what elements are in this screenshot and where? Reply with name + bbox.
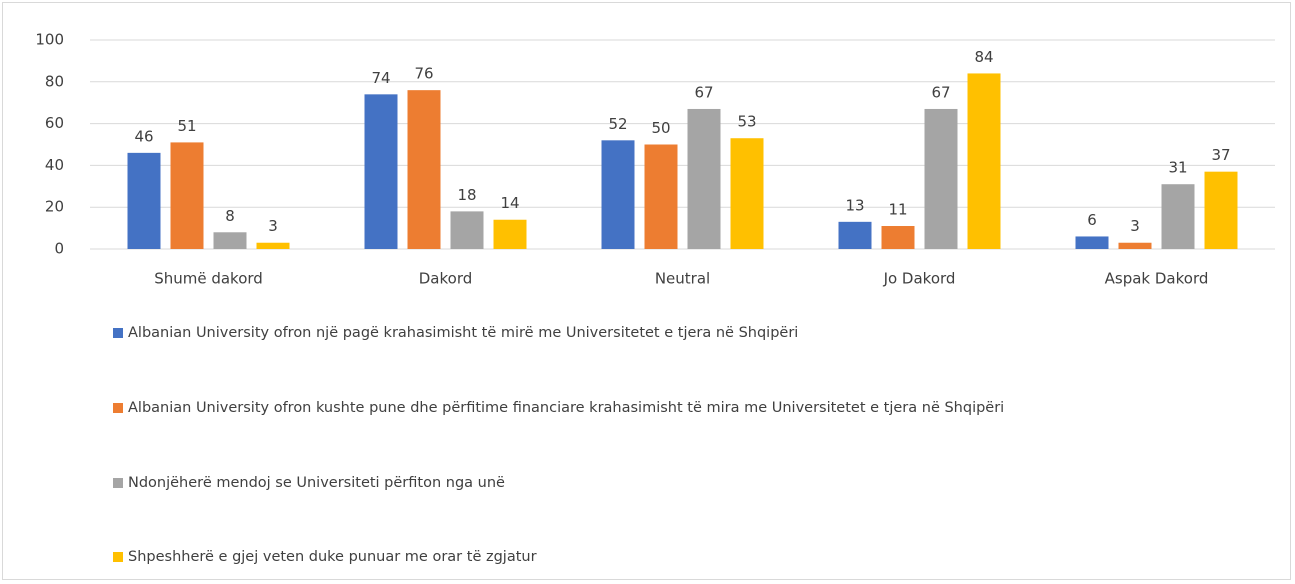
data-label: 67 [694, 83, 713, 101]
bar [256, 242, 290, 249]
legend-item: Ndonjëherë mendoj se Universiteti përfit… [113, 469, 1223, 497]
legend-label: Albanian University ofron kushte pune dh… [128, 400, 1005, 416]
data-label: 18 [457, 186, 476, 204]
data-label: 6 [1087, 211, 1097, 229]
y-tick-label: 20 [45, 198, 64, 216]
bar [493, 219, 527, 249]
bar [967, 73, 1001, 249]
y-tick-label: 60 [45, 114, 64, 132]
data-label: 13 [845, 196, 864, 214]
x-tick-label: Aspak Dakord [1105, 270, 1209, 288]
legend-swatch [113, 478, 123, 488]
data-label: 76 [414, 65, 433, 83]
legend-label: Shpeshherë e gjej veten duke punuar me o… [128, 549, 537, 565]
bar [1161, 184, 1195, 249]
data-label: 74 [371, 69, 390, 87]
bar [1204, 171, 1238, 249]
legend-label: Albanian University ofron një pagë kraha… [128, 325, 799, 341]
bar [644, 144, 678, 249]
bar [127, 152, 161, 249]
data-label: 51 [177, 117, 196, 135]
bar [213, 232, 247, 249]
data-label: 84 [974, 48, 993, 66]
x-tick-label: Shumë dakord [154, 270, 263, 288]
bar [407, 90, 441, 249]
y-tick-label: 0 [54, 240, 64, 258]
bar [601, 140, 635, 249]
x-tick-label: Jo Dakord [883, 270, 956, 288]
y-tick-label: 80 [45, 72, 64, 90]
bar [881, 226, 915, 249]
data-label: 50 [651, 119, 670, 137]
bar [687, 108, 721, 249]
legend-swatch [113, 403, 123, 413]
bar [838, 221, 872, 249]
bar [170, 142, 204, 249]
data-label: 3 [268, 217, 278, 235]
legend-swatch [113, 328, 123, 338]
legend-item: Albanian University ofron një pagë kraha… [113, 319, 1223, 347]
data-label: 14 [500, 194, 519, 212]
bar [364, 94, 398, 249]
data-label: 8 [225, 207, 235, 225]
data-label: 46 [134, 127, 153, 145]
data-label: 11 [888, 201, 907, 219]
data-label: 31 [1168, 159, 1187, 177]
bar [450, 211, 484, 249]
legend-item: Shpeshherë e gjej veten duke punuar me o… [113, 543, 1223, 571]
bar [730, 138, 764, 249]
bar [1118, 242, 1152, 249]
x-tick-label: Dakord [419, 270, 473, 288]
data-label: 37 [1211, 146, 1230, 164]
data-label: 52 [608, 115, 627, 133]
data-label: 67 [931, 83, 950, 101]
data-label: 53 [737, 113, 756, 131]
x-tick-label: Neutral [655, 270, 710, 288]
bar [924, 108, 958, 249]
y-tick-label: 100 [35, 31, 64, 49]
legend-swatch [113, 552, 123, 562]
bar [1075, 236, 1109, 249]
y-tick-label: 40 [45, 156, 64, 174]
legend-label: Ndonjëherë mendoj se Universiteti përfit… [128, 475, 505, 491]
data-label: 3 [1130, 217, 1140, 235]
legend-item: Albanian University ofron kushte pune dh… [113, 394, 1223, 422]
